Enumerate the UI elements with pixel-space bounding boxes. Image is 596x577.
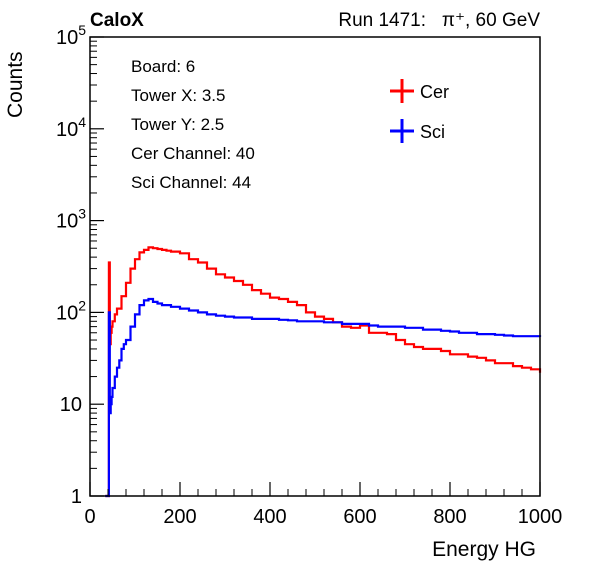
y-tick-label: 105 [56, 22, 86, 49]
legend: Cer Sci [390, 79, 449, 143]
x-tick-label: 400 [253, 506, 286, 528]
info-tower-y: Tower Y: 2.5 [131, 115, 224, 134]
y-tick-label: 1 [71, 486, 82, 508]
x-tick-label: 200 [163, 506, 196, 528]
legend-sci-label: Sci [420, 122, 445, 142]
data-layer [105, 246, 542, 498]
plot-frame [89, 36, 541, 497]
legend-cer-label: Cer [420, 82, 449, 102]
info-board: Board: 6 [131, 57, 195, 76]
info-tower-x: Tower X: 3.5 [131, 86, 226, 105]
y-tick-label: 10 [60, 394, 82, 416]
experiment-label: CaloX [90, 10, 144, 31]
x-tick-label: 1000 [518, 506, 563, 528]
run-label: Run 1471: π⁺, 60 GeV [338, 10, 540, 31]
series-sci-line [105, 297, 542, 498]
y-tick-label: 102 [56, 297, 86, 324]
y-tick-label: 104 [56, 114, 86, 141]
x-tick-label: 800 [433, 506, 466, 528]
legend-cer-marker [390, 79, 414, 103]
x-tick-label: 600 [343, 506, 376, 528]
legend-sci-marker [390, 119, 414, 143]
info-box: Board: 6 Tower X: 3.5 Tower Y: 2.5 Cer C… [131, 57, 255, 192]
series-cer-line [105, 246, 542, 498]
y-tick-label: 103 [56, 206, 86, 233]
x-tick-label: 0 [84, 506, 95, 528]
x-axis-label: Energy HG [432, 538, 536, 561]
info-cer-channel: Cer Channel: 40 [131, 144, 255, 163]
y-axis-label: Counts [4, 51, 27, 118]
info-sci-channel: Sci Channel: 44 [131, 173, 251, 192]
axes-layer: 0 200 400 600 800 1000 1 10 102 103 104 105 [56, 22, 562, 528]
